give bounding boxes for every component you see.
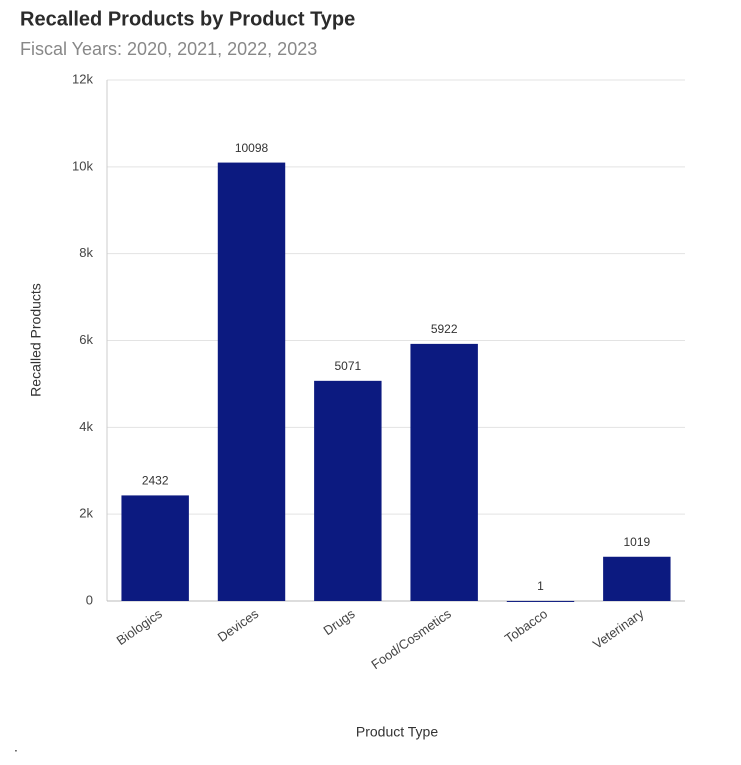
x-axis-title: Product Type <box>356 724 438 740</box>
y-tick-label: 12k <box>72 71 93 86</box>
x-tick-label: Tobacco <box>502 606 550 646</box>
value-label: 2432 <box>142 474 169 488</box>
footnote: . <box>14 739 18 755</box>
y-tick-label: 0 <box>86 592 93 607</box>
x-tick-label: Veterinary <box>590 606 647 652</box>
bar <box>121 495 189 601</box>
value-label: 5071 <box>334 359 361 373</box>
bar <box>603 556 671 601</box>
chart-title: Recalled Products by Product Type <box>20 8 355 30</box>
y-tick-label: 4k <box>79 419 93 434</box>
y-tick-label: 6k <box>79 332 93 347</box>
bar <box>506 600 575 602</box>
value-label: 1019 <box>623 535 650 549</box>
x-tick-label: Biologics <box>114 606 166 648</box>
y-tick-label: 10k <box>72 158 93 173</box>
chart-subtitle: Fiscal Years: 2020, 2021, 2022, 2023 <box>20 39 317 59</box>
x-tick-label: Devices <box>215 606 262 645</box>
y-tick-label: 2k <box>79 506 93 521</box>
bar <box>410 343 478 601</box>
bar <box>217 162 286 602</box>
value-label: 5922 <box>431 322 458 336</box>
bar <box>314 380 382 601</box>
x-tick-label: Drugs <box>321 606 358 638</box>
y-axis-title: Recalled Products <box>28 283 44 397</box>
value-label: 10098 <box>235 141 269 155</box>
x-tick-label: Food/Cosmetics <box>368 606 454 672</box>
y-tick-label: 8k <box>79 245 93 260</box>
value-label: 1 <box>537 579 544 593</box>
